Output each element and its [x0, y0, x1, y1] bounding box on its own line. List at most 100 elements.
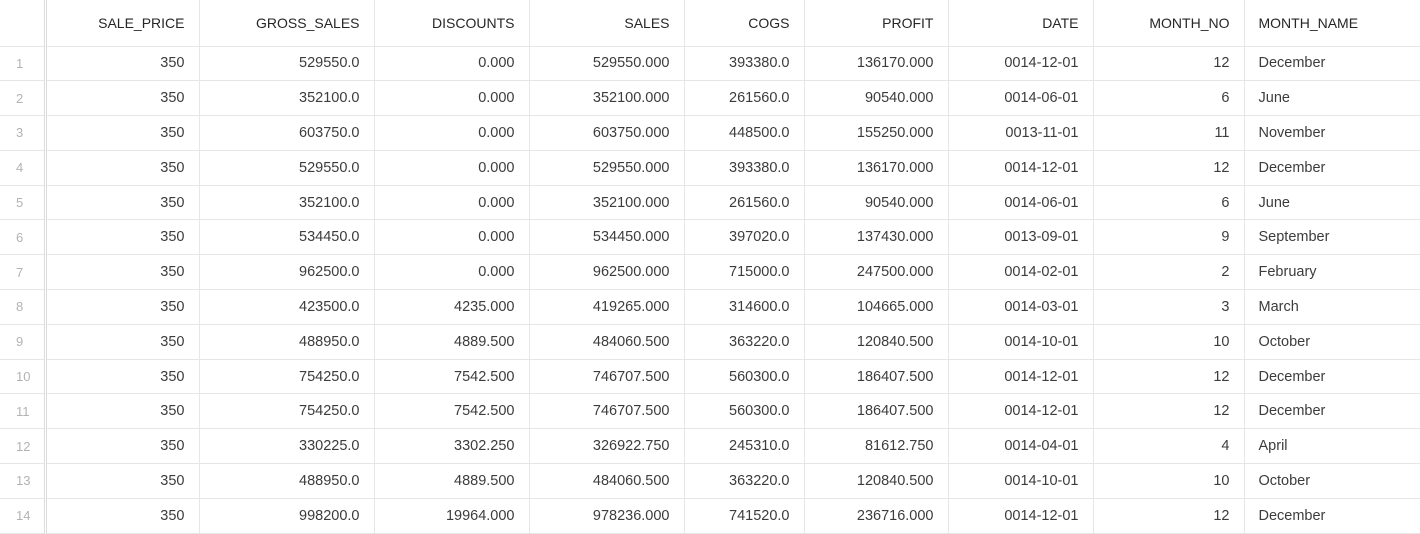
- table-row[interactable]: 14 350 998200.0 19964.000 978236.000 741520.0…: [0, 498, 1420, 534]
- cell-sales[interactable]: 352100.000: [529, 80, 685, 117]
- column-header-sales[interactable]: SALES: [529, 0, 685, 47]
- table-row[interactable]: 7 350 962500.0 0.000 962500.000 715000.0 24750…: [0, 254, 1420, 291]
- cell-sale-price[interactable]: 350: [45, 80, 200, 117]
- cell-discounts[interactable]: 4889.500: [374, 463, 530, 499]
- cell-sale-price[interactable]: 350: [45, 254, 200, 291]
- table-row[interactable]: 12 350 330225.0 3302.250 326922.750 245310.0 8…: [0, 428, 1420, 465]
- cell-sale-price[interactable]: 350: [45, 463, 200, 499]
- cell-sales[interactable]: 326922.750: [529, 428, 685, 465]
- cell-gross-sales[interactable]: 754250.0: [199, 359, 375, 395]
- table-row[interactable]: 8 350 423500.0 4235.000 419265.000 314600.0 10…: [0, 289, 1420, 325]
- cell-sales[interactable]: 419265.000: [529, 289, 685, 325]
- column-header-month-name[interactable]: MONTH_NAME: [1244, 0, 1420, 47]
- cell-month-name[interactable]: April: [1244, 428, 1420, 465]
- cell-date[interactable]: 0014-12-01: [948, 150, 1094, 186]
- table-row[interactable]: 9 350 488950.0 4889.500 484060.500 363220.0 12…: [0, 324, 1420, 360]
- cell-profit[interactable]: 236716.000: [804, 498, 949, 534]
- cell-date[interactable]: 0014-10-01: [948, 324, 1094, 360]
- cell-gross-sales[interactable]: 330225.0: [199, 428, 375, 465]
- cell-sales[interactable]: 529550.000: [529, 46, 685, 82]
- cell-cogs[interactable]: 741520.0: [684, 498, 805, 534]
- cell-month-name[interactable]: October: [1244, 463, 1420, 499]
- cell-profit[interactable]: 104665.000: [804, 289, 949, 325]
- cell-date[interactable]: 0014-12-01: [948, 46, 1094, 82]
- cell-sales[interactable]: 603750.000: [529, 115, 685, 151]
- cell-month-no[interactable]: 12: [1093, 498, 1245, 534]
- cell-cogs[interactable]: 314600.0: [684, 289, 805, 325]
- cell-month-no[interactable]: 12: [1093, 393, 1245, 430]
- table-row[interactable]: 6 350 534450.0 0.000 534450.000 397020.0 13743…: [0, 219, 1420, 256]
- cell-date[interactable]: 0014-03-01: [948, 289, 1094, 325]
- table-row[interactable]: 10 350 754250.0 7542.500 746707.500 560300.0 1…: [0, 359, 1420, 395]
- cell-month-name[interactable]: December: [1244, 46, 1420, 82]
- cell-gross-sales[interactable]: 529550.0: [199, 46, 375, 82]
- cell-cogs[interactable]: 261560.0: [684, 185, 805, 221]
- cell-date[interactable]: 0014-12-01: [948, 359, 1094, 395]
- cell-month-no[interactable]: 3: [1093, 289, 1245, 325]
- cell-date[interactable]: 0013-11-01: [948, 115, 1094, 151]
- cell-gross-sales[interactable]: 603750.0: [199, 115, 375, 151]
- cell-profit[interactable]: 90540.000: [804, 80, 949, 117]
- cell-gross-sales[interactable]: 488950.0: [199, 463, 375, 499]
- cell-gross-sales[interactable]: 488950.0: [199, 324, 375, 360]
- column-header-discounts[interactable]: DISCOUNTS: [374, 0, 530, 47]
- cell-date[interactable]: 0014-06-01: [948, 80, 1094, 117]
- cell-discounts[interactable]: 4889.500: [374, 324, 530, 360]
- cell-month-name[interactable]: December: [1244, 498, 1420, 534]
- cell-discounts[interactable]: 0.000: [374, 115, 530, 151]
- cell-sales[interactable]: 484060.500: [529, 463, 685, 499]
- cell-sales[interactable]: 746707.500: [529, 393, 685, 430]
- cell-sale-price[interactable]: 350: [45, 150, 200, 186]
- cell-gross-sales[interactable]: 352100.0: [199, 185, 375, 221]
- cell-profit[interactable]: 247500.000: [804, 254, 949, 291]
- cell-month-name[interactable]: October: [1244, 324, 1420, 360]
- cell-month-name[interactable]: December: [1244, 393, 1420, 430]
- cell-month-no[interactable]: 9: [1093, 219, 1245, 256]
- cell-sale-price[interactable]: 350: [45, 324, 200, 360]
- cell-gross-sales[interactable]: 754250.0: [199, 393, 375, 430]
- cell-discounts[interactable]: 3302.250: [374, 428, 530, 465]
- cell-sales[interactable]: 534450.000: [529, 219, 685, 256]
- cell-discounts[interactable]: 0.000: [374, 80, 530, 117]
- cell-cogs[interactable]: 715000.0: [684, 254, 805, 291]
- cell-gross-sales[interactable]: 534450.0: [199, 219, 375, 256]
- table-row[interactable]: 11 350 754250.0 7542.500 746707.500 560300.0 1…: [0, 393, 1420, 430]
- column-header-sale-price[interactable]: SALE_PRICE: [45, 0, 200, 47]
- cell-discounts[interactable]: 0.000: [374, 254, 530, 291]
- cell-sale-price[interactable]: 350: [45, 393, 200, 430]
- cell-cogs[interactable]: 393380.0: [684, 46, 805, 82]
- column-header-month-no[interactable]: MONTH_NO: [1093, 0, 1245, 47]
- cell-discounts[interactable]: 19964.000: [374, 498, 530, 534]
- cell-sale-price[interactable]: 350: [45, 46, 200, 82]
- cell-cogs[interactable]: 245310.0: [684, 428, 805, 465]
- cell-profit[interactable]: 186407.500: [804, 359, 949, 395]
- cell-sale-price[interactable]: 350: [45, 185, 200, 221]
- cell-month-no[interactable]: 4: [1093, 428, 1245, 465]
- cell-sale-price[interactable]: 350: [45, 289, 200, 325]
- cell-cogs[interactable]: 261560.0: [684, 80, 805, 117]
- cell-month-name[interactable]: March: [1244, 289, 1420, 325]
- cell-sales[interactable]: 529550.000: [529, 150, 685, 186]
- cell-profit[interactable]: 90540.000: [804, 185, 949, 221]
- cell-sale-price[interactable]: 350: [45, 219, 200, 256]
- cell-sales[interactable]: 484060.500: [529, 324, 685, 360]
- cell-discounts[interactable]: 4235.000: [374, 289, 530, 325]
- cell-gross-sales[interactable]: 962500.0: [199, 254, 375, 291]
- cell-month-no[interactable]: 11: [1093, 115, 1245, 151]
- cell-sales[interactable]: 978236.000: [529, 498, 685, 534]
- cell-profit[interactable]: 155250.000: [804, 115, 949, 151]
- cell-date[interactable]: 0014-04-01: [948, 428, 1094, 465]
- cell-cogs[interactable]: 393380.0: [684, 150, 805, 186]
- cell-cogs[interactable]: 397020.0: [684, 219, 805, 256]
- cell-gross-sales[interactable]: 998200.0: [199, 498, 375, 534]
- column-header-gross-sales[interactable]: GROSS_SALES: [199, 0, 375, 47]
- cell-date[interactable]: 0014-06-01: [948, 185, 1094, 221]
- cell-profit[interactable]: 120840.500: [804, 463, 949, 499]
- cell-month-no[interactable]: 12: [1093, 359, 1245, 395]
- cell-profit[interactable]: 136170.000: [804, 150, 949, 186]
- cell-date[interactable]: 0014-12-01: [948, 498, 1094, 534]
- table-row[interactable]: 2 350 352100.0 0.000 352100.000 261560.0 90540…: [0, 80, 1420, 117]
- cell-cogs[interactable]: 560300.0: [684, 393, 805, 430]
- cell-profit[interactable]: 186407.500: [804, 393, 949, 430]
- cell-month-name[interactable]: June: [1244, 185, 1420, 221]
